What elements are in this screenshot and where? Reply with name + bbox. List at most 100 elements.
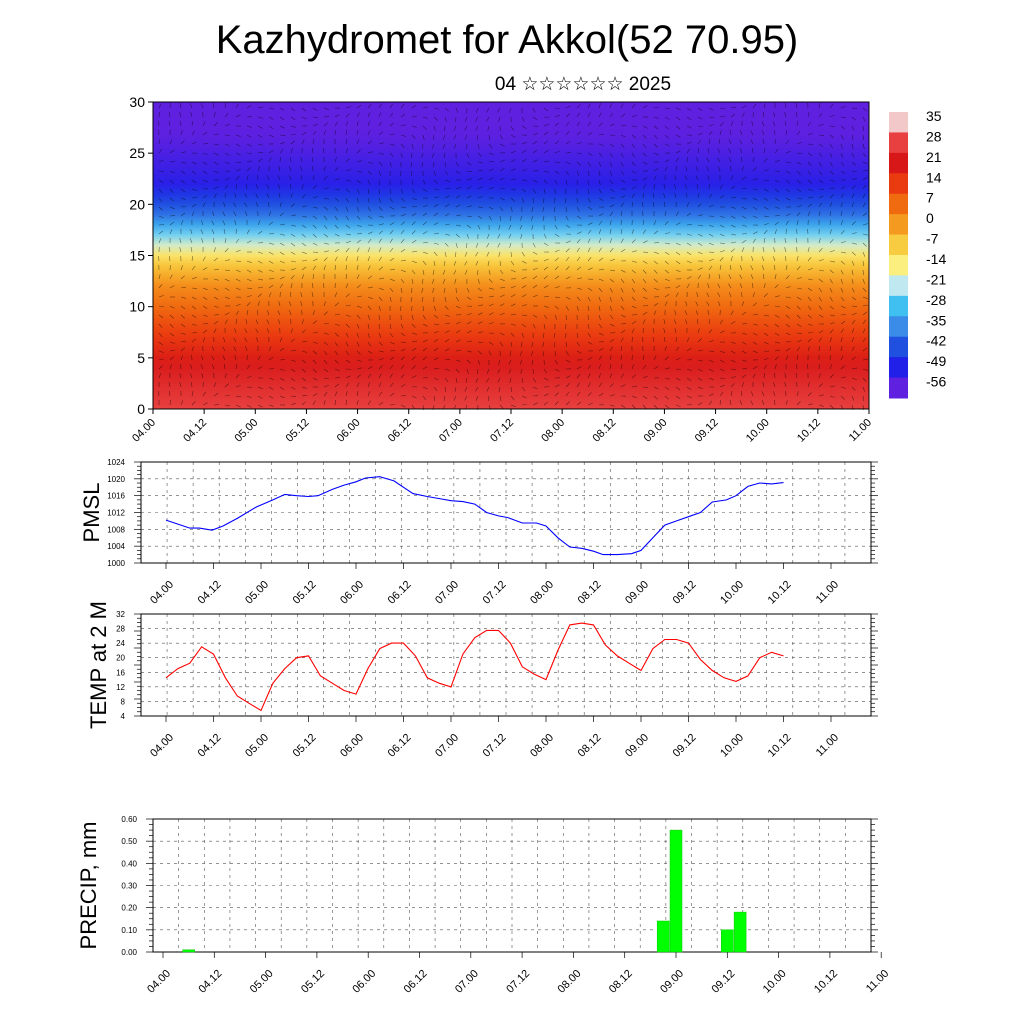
precip-x-tick-label: 11.00 bbox=[864, 968, 891, 995]
temp-x-tick-label: 05.12 bbox=[291, 732, 319, 760]
colorbar-segment bbox=[889, 255, 908, 276]
pmsl-x-tick-label: 04.12 bbox=[196, 579, 224, 607]
x-tick-label: 05.12 bbox=[284, 417, 312, 445]
pmsl-x-tick-label: 05.00 bbox=[243, 579, 271, 607]
precip-x-tick-label: 04.12 bbox=[196, 968, 224, 996]
precip-x-tick-label: 08.00 bbox=[556, 968, 584, 996]
temp-x-tick-label: 07.00 bbox=[433, 732, 461, 760]
colorbar-segment bbox=[889, 152, 908, 174]
x-tick-label: 10.00 bbox=[744, 417, 772, 445]
precip-x-tick-label: 07.00 bbox=[453, 968, 481, 996]
colorbar-segment bbox=[889, 112, 908, 133]
pmsl-series-line bbox=[165, 476, 784, 556]
colorbar-segment bbox=[889, 132, 908, 154]
temp-y-tick-label: 24 bbox=[116, 639, 125, 648]
pmsl-x-tick-label: 09.12 bbox=[671, 579, 699, 607]
pmsl-x-tick-label: 06.00 bbox=[338, 579, 366, 607]
temp-x-tick-label: 10.12 bbox=[766, 732, 794, 760]
precip-x-tick-label: 06.12 bbox=[402, 968, 430, 996]
precip-y-tick-label: 0.60 bbox=[121, 815, 137, 824]
colorbar-label: -56 bbox=[926, 374, 946, 390]
y-tick-label: 25 bbox=[129, 145, 145, 161]
pmsl-x-tick-label: 05.12 bbox=[291, 579, 319, 607]
pmsl-grid bbox=[140, 461, 872, 564]
precip-x-tick-label: 09.00 bbox=[658, 968, 686, 996]
pmsl-y-tick-label: 1008 bbox=[107, 525, 125, 534]
chart-subtitle: 04 ☆☆☆☆☆☆ 2025 bbox=[494, 74, 672, 95]
temp-y-tick-label: 12 bbox=[116, 683, 125, 692]
colorbar-segment bbox=[889, 357, 908, 379]
x-tick-label: 10.12 bbox=[795, 417, 823, 445]
colorbar-segment bbox=[889, 295, 908, 317]
colorbar-label: 14 bbox=[926, 169, 942, 185]
precip-x-tick-label: 08.12 bbox=[607, 968, 635, 996]
wind-barbs bbox=[158, 102, 869, 411]
temp-x-tick-label: 06.00 bbox=[338, 732, 366, 760]
chart-title: Kazhydromet for Akkol(52 70.95) bbox=[215, 18, 799, 62]
temp-y-axis-title: TEMP at 2 M bbox=[86, 601, 111, 729]
x-tick-label: 11.00 bbox=[847, 417, 874, 444]
temp-x-tick-label: 07.12 bbox=[481, 732, 509, 760]
pmsl-y-tick-label: 1000 bbox=[107, 559, 125, 568]
colorbar-segment bbox=[889, 173, 908, 195]
precip-x-tick-label: 04.00 bbox=[145, 968, 173, 996]
pmsl-x-tick-label: 10.12 bbox=[766, 579, 794, 607]
temp-panel: 4 8 12 16 20 24 28 32 04.00 04.12 05.00 05.12 06.00 0… bbox=[86, 601, 878, 760]
x-tick-label: 07.00 bbox=[437, 417, 465, 445]
precip-y-tick-label: 0.00 bbox=[121, 948, 137, 957]
precip-grid bbox=[152, 818, 872, 953]
temp-y-tick-label: 16 bbox=[116, 668, 125, 677]
temp-grid bbox=[140, 613, 872, 717]
colorbar-label: 28 bbox=[926, 128, 942, 144]
y-tick-label: 20 bbox=[129, 196, 145, 212]
temp-y-tick-label: 32 bbox=[116, 610, 125, 619]
precip-y-tick-label: 0.10 bbox=[121, 926, 137, 935]
temp-y-tick-label: 4 bbox=[121, 712, 126, 721]
pmsl-x-tick-label: 09.00 bbox=[623, 579, 651, 607]
x-tick-label: 07.12 bbox=[488, 417, 516, 445]
temp-x-tick-label: 06.12 bbox=[386, 732, 414, 760]
colorbar-segment bbox=[889, 214, 908, 236]
temp-x-tick-label: 11.00 bbox=[814, 732, 841, 759]
precip-bar bbox=[656, 920, 670, 953]
y-tick-label: 15 bbox=[129, 248, 145, 264]
colorbar-segment bbox=[889, 336, 908, 358]
pmsl-y-tick-label: 1016 bbox=[107, 492, 125, 501]
x-tick-label: 04.12 bbox=[181, 417, 209, 445]
precip-panel: 0.00 0.10 0.20 0.30 0.40 0.50 0.60 04.00 04.12 05… bbox=[76, 815, 891, 996]
colorbar-label: -42 bbox=[926, 333, 946, 349]
x-tick-label: 05.00 bbox=[232, 417, 260, 445]
temp-x-tick-label: 04.12 bbox=[196, 732, 224, 760]
precip-x-tick-label: 07.12 bbox=[504, 968, 532, 996]
pmsl-x-tick-label: 10.00 bbox=[718, 579, 746, 607]
y-tick-label: 10 bbox=[129, 299, 145, 315]
pmsl-y-tick-label: 1020 bbox=[107, 475, 125, 484]
x-tick-label: 06.12 bbox=[386, 417, 414, 445]
precip-bar bbox=[733, 911, 747, 953]
precip-bar bbox=[182, 949, 195, 953]
temp-x-tick-label: 10.00 bbox=[718, 732, 746, 760]
colorbar-label: -14 bbox=[926, 251, 946, 267]
pmsl-panel: 1000 1004 1008 1012 1016 1020 1024 04.00 04.12 05… bbox=[79, 458, 878, 607]
colorbar-label: -49 bbox=[926, 353, 946, 369]
x-tick-label: 06.00 bbox=[335, 417, 363, 445]
precip-y-tick-label: 0.40 bbox=[121, 859, 137, 868]
colorbar-segment bbox=[889, 234, 908, 256]
temp-x-tick-label: 05.00 bbox=[243, 732, 271, 760]
pmsl-y-tick-label: 1024 bbox=[107, 458, 125, 467]
temp-x-tick-label: 09.00 bbox=[623, 732, 651, 760]
x-tick-label: 09.00 bbox=[642, 417, 670, 445]
colorbar-label: 7 bbox=[926, 190, 934, 206]
y-tick-label: 30 bbox=[129, 94, 145, 110]
precip-x-tick-label: 05.12 bbox=[299, 968, 327, 996]
temp-series-line bbox=[165, 622, 784, 712]
temp-y-tick-label: 20 bbox=[116, 654, 125, 663]
colorbar-label: 21 bbox=[926, 149, 942, 165]
temp-y-tick-label: 28 bbox=[116, 625, 125, 634]
pmsl-y-tick-label: 1012 bbox=[107, 509, 125, 518]
precip-y-tick-label: 0.30 bbox=[121, 882, 137, 891]
pmsl-y-tick-label: 1004 bbox=[107, 542, 125, 551]
precip-x-tick-label: 09.12 bbox=[709, 968, 737, 996]
precip-bar bbox=[721, 929, 734, 953]
